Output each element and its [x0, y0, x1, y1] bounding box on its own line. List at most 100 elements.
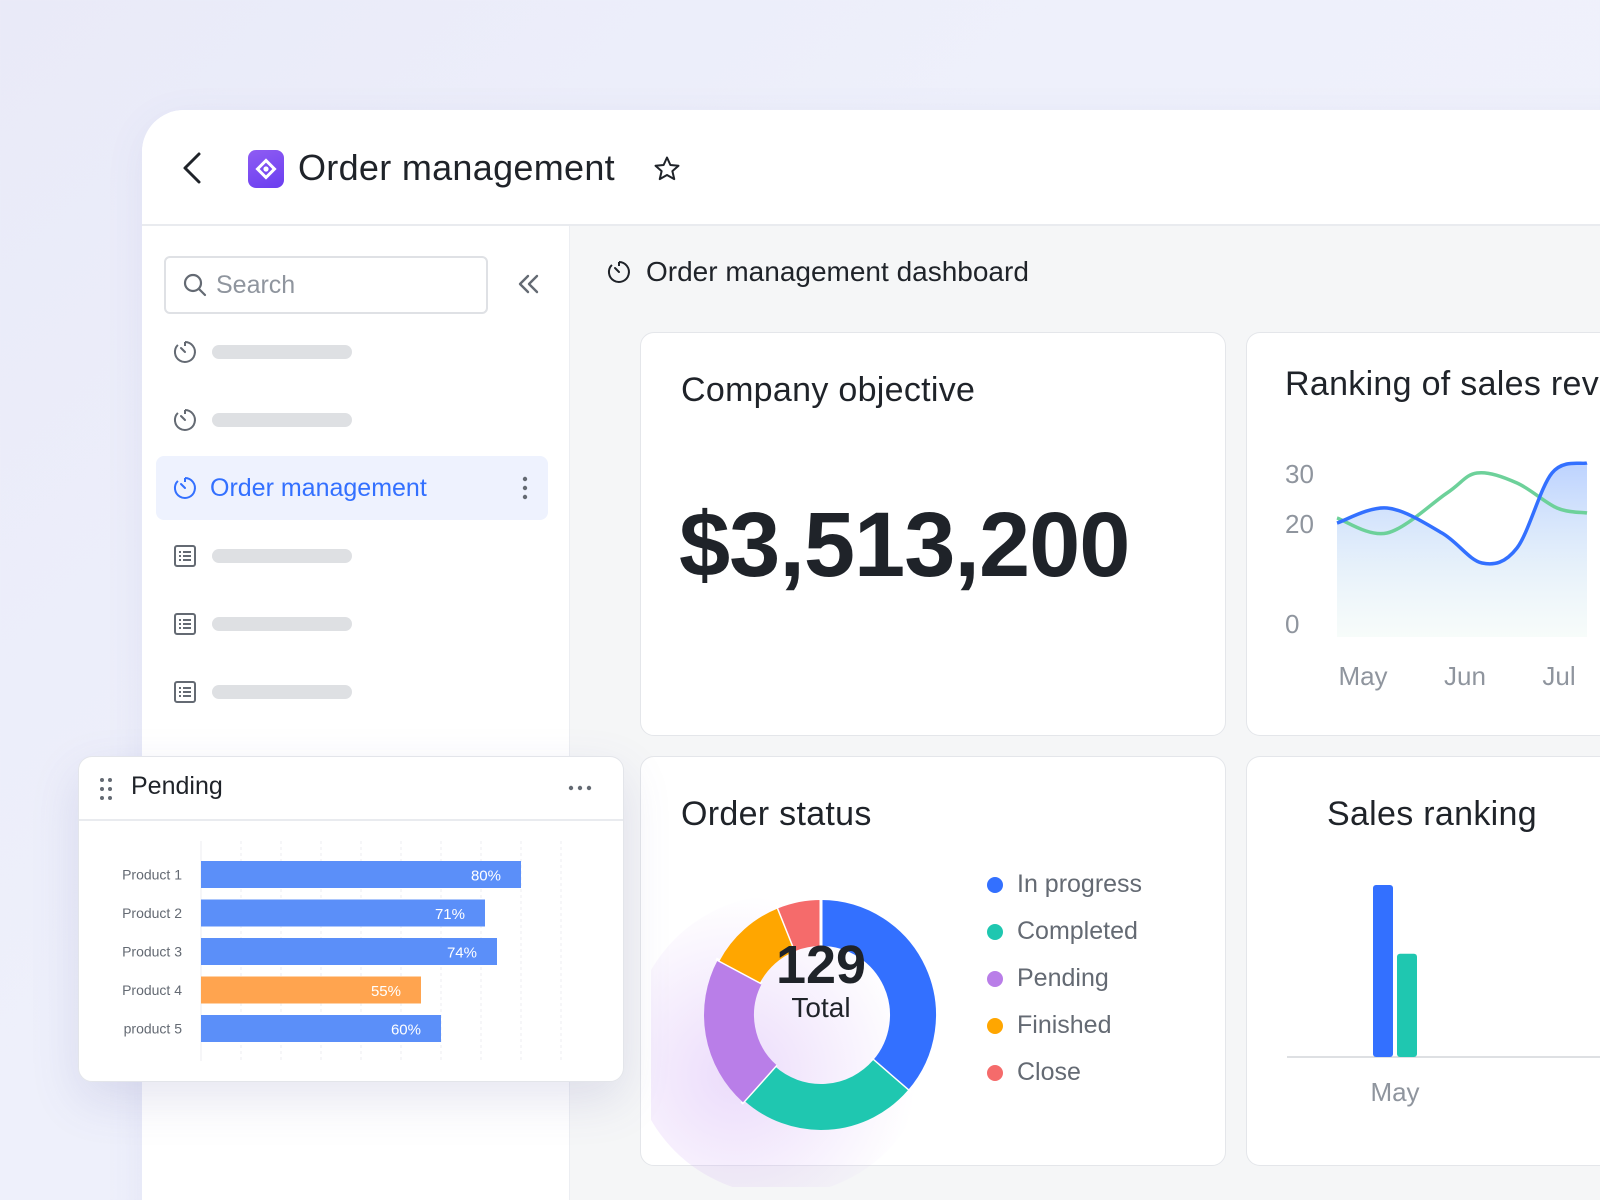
chevron-left-icon	[183, 152, 201, 184]
legend-dot	[987, 1064, 1003, 1081]
slice-separator	[740, 1063, 778, 1105]
x-tick-label: Jun	[1444, 661, 1486, 691]
bar[interactable]	[201, 1015, 441, 1042]
table-icon	[174, 681, 196, 703]
order-status-card[interactable]: Order status 129 Total In progress Comple…	[640, 756, 1226, 1187]
back-button[interactable]	[172, 146, 212, 190]
pending-panel[interactable]: Pending Product 1 80% Product 2 71% Product …	[78, 756, 624, 1082]
search-box[interactable]	[164, 256, 488, 314]
bar-value-label: 71%	[435, 906, 465, 923]
x-tick-label: Jul	[1542, 661, 1575, 691]
sidebar-item-order-management[interactable]: Order management	[156, 456, 548, 520]
app-window: Order management	[142, 110, 1600, 1200]
more-vertical-icon[interactable]	[520, 474, 530, 502]
bar[interactable]	[1373, 885, 1393, 1057]
legend-item[interactable]: Pending	[987, 955, 1142, 1002]
search-input[interactable]	[216, 270, 466, 300]
ranking-sales-revenue-card[interactable]: Ranking of sales rev 30 20 0 May Jun Jul	[1246, 332, 1600, 736]
dashboard-title: Order management dashboard	[646, 256, 1029, 287]
order-status-donut-chart	[651, 895, 936, 1187]
dashboard-icon	[173, 341, 196, 363]
app-logo-icon	[255, 158, 277, 180]
bar-value-label: 74%	[447, 945, 477, 962]
bar[interactable]	[201, 976, 421, 1004]
pending-panel-title: Pending	[131, 772, 223, 800]
drag-handle-icon[interactable]	[99, 777, 113, 801]
legend-dot	[987, 876, 1003, 893]
app-logo	[248, 150, 284, 188]
page-title: Order management	[298, 147, 615, 188]
donut-slice-completed[interactable]	[744, 1059, 908, 1130]
sidebar-item-label: Order management	[210, 473, 427, 502]
legend-label: Completed	[1017, 917, 1138, 945]
order-total-label: Total	[791, 992, 851, 1023]
donut-slice-finished[interactable]	[719, 908, 797, 984]
card-title: Order status	[681, 795, 872, 833]
sidebar-item-placeholder	[212, 413, 352, 427]
bar-value-label: 55%	[371, 983, 401, 1000]
double-chevron-left-icon	[518, 274, 539, 294]
table-icon	[174, 545, 196, 567]
more-horizontal-icon[interactable]	[567, 784, 593, 792]
legend-dot	[987, 970, 1003, 987]
top-bar: Order management	[142, 110, 1600, 226]
sidebar-item-1[interactable]	[156, 320, 548, 384]
dashboard-icon	[173, 409, 196, 431]
bar-category-label: Product 4	[122, 982, 182, 998]
sales-ranking-bar-chart: May	[1287, 885, 1600, 1107]
order-status-legend: In progress Completed Pending Finished Close	[987, 861, 1142, 1096]
company-objective-card[interactable]: Company objective $3,513,200	[640, 332, 1226, 736]
bar-category-label: product 5	[124, 1021, 183, 1037]
legend-label: In progress	[1017, 870, 1143, 898]
dashboard-icon	[607, 261, 630, 283]
star-icon	[654, 156, 680, 181]
donut-slice-in-progress[interactable]	[820, 900, 936, 1091]
sidebar-item-placeholder	[212, 549, 352, 563]
bar[interactable]	[1397, 953, 1417, 1057]
sales-revenue-line-chart: 30 20 0 May Jun Jul	[1285, 459, 1588, 691]
legend-label: Pending	[1017, 964, 1109, 992]
table-icon	[174, 613, 196, 635]
collapse-sidebar-button[interactable]	[514, 270, 542, 298]
bar-category-label: Product 3	[122, 944, 182, 960]
sales-ranking-card[interactable]: Sales ranking May	[1246, 756, 1600, 1166]
x-tick-label: May	[1370, 1077, 1419, 1107]
bar-category-label: Product 1	[122, 867, 182, 883]
bar-category-label: Product 2	[122, 905, 182, 921]
dashboard-header: Order management dashboard	[606, 256, 1029, 288]
objective-value: $3,513,200	[679, 494, 1130, 596]
sidebar-item-5[interactable]	[156, 592, 548, 656]
legend-dot	[987, 923, 1003, 940]
sidebar-item-2[interactable]	[156, 388, 548, 452]
sidebar-item-4[interactable]	[156, 524, 548, 588]
x-tick-label: May	[1338, 661, 1387, 691]
bar[interactable]	[201, 861, 521, 888]
card-title: Sales ranking	[1327, 795, 1537, 833]
sidebar-item-6[interactable]	[156, 660, 548, 724]
bar[interactable]	[201, 899, 485, 927]
series-line-green	[1336, 470, 1588, 536]
card-title: Company objective	[681, 371, 976, 409]
legend-item[interactable]: Close	[987, 1049, 1142, 1096]
sidebar-item-placeholder	[212, 345, 352, 359]
series-line-blue	[1336, 461, 1588, 566]
pending-products-bar-chart: Product 1 80% Product 2 71% Product 3 74% Prod…	[122, 841, 562, 1061]
main-content: Order management dashboard Company objec…	[570, 226, 1600, 1200]
pending-panel-header: Pending	[79, 757, 623, 821]
legend-dot	[987, 1017, 1003, 1034]
sidebar-item-placeholder	[212, 617, 352, 631]
y-tick-label: 20	[1285, 509, 1314, 539]
order-total-value: 129	[775, 935, 867, 995]
legend-label: Close	[1017, 1058, 1081, 1086]
legend-item[interactable]: Finished	[987, 1002, 1142, 1049]
y-tick-label: 30	[1285, 459, 1314, 489]
bar[interactable]	[201, 938, 497, 965]
donut-slice-pending[interactable]	[704, 959, 778, 1103]
legend-item[interactable]: Completed	[987, 908, 1142, 955]
sidebar-item-placeholder	[212, 685, 352, 699]
legend-item[interactable]: In progress	[987, 861, 1142, 908]
card-title: Ranking of sales rev	[1285, 365, 1600, 403]
donut-slice-close[interactable]	[778, 900, 822, 952]
dashboard-icon	[173, 477, 196, 499]
favorite-button[interactable]	[652, 154, 682, 184]
